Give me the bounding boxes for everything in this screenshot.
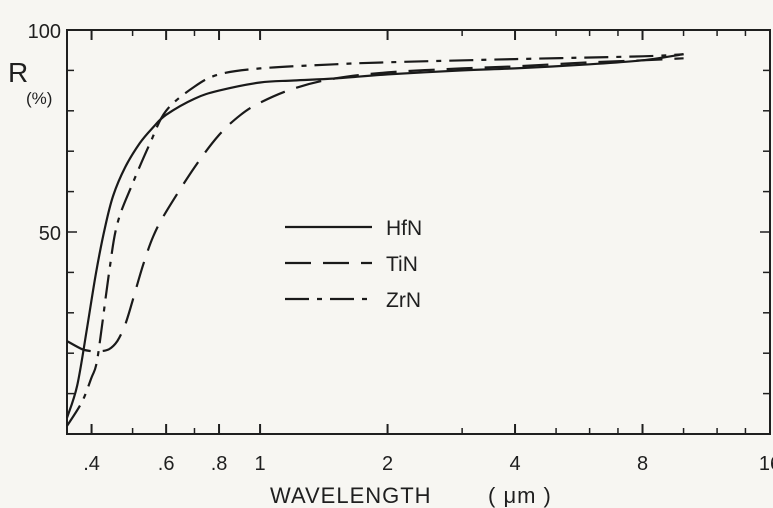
- x-tick-label: 8: [637, 453, 648, 475]
- tick-labels: .4 .6 .8 1 2 4 8 16 50 100: [28, 21, 773, 475]
- legend-label-1: HfN: [386, 217, 422, 240]
- legend-label-2: TiN: [386, 253, 418, 276]
- x-tick-label: .6: [158, 453, 175, 475]
- x-tick-label: 16: [759, 453, 773, 475]
- y-tick-label: 100: [28, 21, 61, 43]
- x-axis-unit: ( μm ): [488, 483, 552, 508]
- x-tick-label: .4: [83, 453, 100, 475]
- legend: HfN TiN ZrN: [285, 217, 422, 312]
- legend-label-3: ZrN: [386, 289, 421, 312]
- tick-marks: [67, 30, 771, 434]
- x-tick-label: 4: [509, 453, 520, 475]
- series-line-2: [66, 57, 684, 353]
- x-tick-label: 1: [255, 453, 266, 475]
- x-tick-label: 2: [382, 453, 393, 475]
- y-tick-label: 50: [39, 223, 61, 245]
- series-line-1: [65, 53, 684, 419]
- y-axis-unit: (%): [26, 89, 52, 108]
- series-layer: [65, 53, 684, 427]
- series-line-3: [66, 53, 684, 427]
- y-axis-label: R: [8, 57, 28, 88]
- x-axis-label: WAVELENGTH: [270, 483, 432, 508]
- x-tick-label: .8: [211, 453, 228, 475]
